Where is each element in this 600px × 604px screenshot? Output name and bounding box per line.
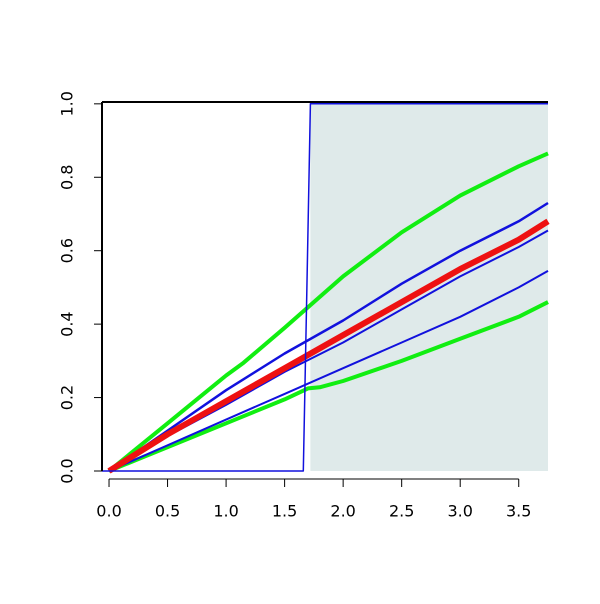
series-line [107,151,549,473]
y-tick-label: 0.2 [58,385,77,410]
x-tick-label: 0.5 [155,502,180,521]
series-line [102,103,548,472]
series-line [108,201,549,473]
x-tick-label: 0.0 [96,502,121,521]
x-tick-label: 3.0 [447,502,472,521]
y-tick-label: 0.8 [58,165,77,190]
x-tick-label: 2.0 [330,502,355,521]
x-tick-label: 1.0 [213,502,238,521]
y-tick-label: 0.6 [58,238,77,263]
y-tick-label: 0.0 [58,458,77,483]
y-tick-label: 0.4 [58,311,77,336]
series-line [108,300,549,473]
series-line [107,218,550,474]
y-tick-label: 1.0 [58,91,77,116]
x-tick-label: 1.5 [272,502,297,521]
x-tick-label: 3.5 [506,502,531,521]
x-tick-label: 2.5 [389,502,414,521]
series-line [108,270,549,472]
